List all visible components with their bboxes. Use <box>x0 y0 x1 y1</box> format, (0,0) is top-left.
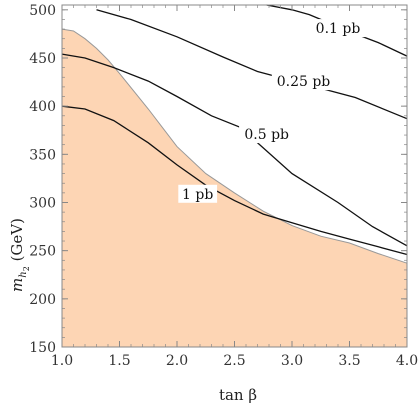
y-tick-label: 400 <box>29 99 56 115</box>
contour-curves <box>61 4 408 256</box>
y-axis-label-unit: (GeV) <box>8 218 26 266</box>
contour-label-bg <box>239 125 295 144</box>
excluded-region-edge <box>61 28 408 264</box>
contour-1-pb <box>61 105 408 256</box>
y-tick-label: 450 <box>29 51 56 67</box>
y-axis-label-subsub: 2 <box>22 266 31 271</box>
axes: 1.0 1.5 2.0 2.5 3.0 3.5 4.0 150 200 250 300 350 400 4… <box>29 3 418 369</box>
contour-label: 0.1 pb <box>316 21 361 37</box>
x-tick-label: 3.5 <box>338 353 360 369</box>
y-tick-label: 250 <box>29 244 56 260</box>
y-axis-label-sub: h <box>18 271 29 277</box>
x-axis-label: tan β <box>219 386 257 404</box>
contour-label: 1 pb <box>182 187 213 203</box>
contour-labels: 0.1 pb 0.25 pb 0.5 pb 1 pb <box>178 19 366 203</box>
x-tick-label: 4.0 <box>396 353 418 369</box>
contour-label-bg <box>178 184 218 203</box>
x-tick-label: 2.5 <box>223 353 245 369</box>
x-tick-label: 1.5 <box>108 353 130 369</box>
y-tick-label: 200 <box>29 292 56 308</box>
plot-area <box>61 28 408 347</box>
x-tick-label: 1.0 <box>51 353 73 369</box>
y-tick-label: 500 <box>29 3 56 19</box>
y-axis-label: mh2 (GeV) <box>8 218 31 292</box>
y-tick-label: 300 <box>29 195 56 211</box>
contour-label-bg <box>310 19 366 38</box>
contour-0_25-pb <box>96 9 408 120</box>
contour-0_5-pb <box>61 53 408 247</box>
y-axis-label-main: m <box>8 278 26 292</box>
excluded-region <box>62 29 407 347</box>
y-tick-label: 350 <box>29 147 56 163</box>
contour-label: 0.25 pb <box>277 74 331 90</box>
contour-label: 0.5 pb <box>244 127 289 143</box>
x-tick-label: 3.0 <box>281 353 303 369</box>
y-tick-label: 150 <box>29 340 56 356</box>
contour-label-bg <box>271 72 336 91</box>
x-tick-label: 2.0 <box>166 353 188 369</box>
